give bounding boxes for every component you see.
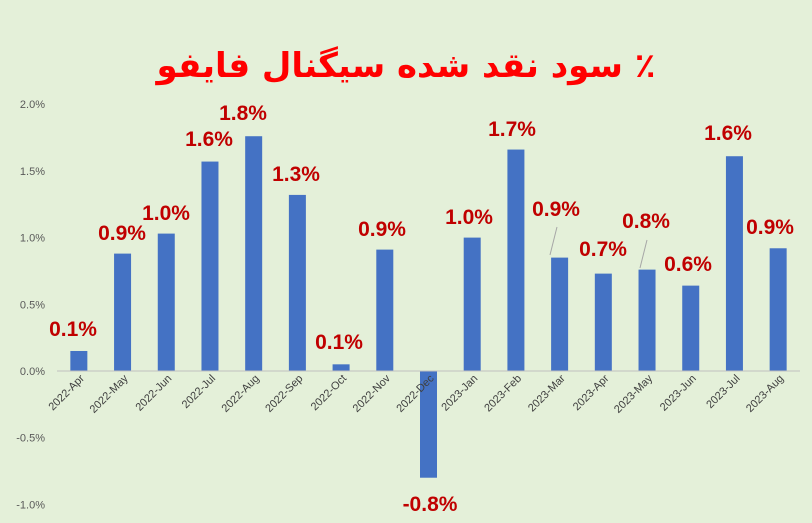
bar — [551, 257, 569, 371]
bar — [201, 161, 219, 371]
y-tick-label: -0.5% — [16, 433, 45, 445]
x-tick-label: 2023-Mar — [526, 372, 568, 414]
x-tick-label: 2022-Jun — [133, 373, 174, 414]
y-tick-label: 0.5% — [20, 299, 45, 311]
y-tick-label: -1.0% — [16, 499, 45, 511]
y-tick-label: 1.5% — [20, 166, 45, 178]
bars-group — [70, 136, 787, 478]
y-tick-label: 0.0% — [20, 366, 45, 378]
bar — [332, 364, 350, 371]
leader-line — [549, 226, 558, 256]
data-label: 0.1% — [49, 318, 97, 341]
data-label: 1.6% — [704, 122, 752, 145]
x-axis: 2022-Apr 2022-May 2022-Jun 2022-Jul 2022-Aug… — [46, 372, 786, 415]
x-tick-label: 2023-Jan — [439, 373, 480, 414]
data-label: 1.0% — [445, 206, 493, 229]
data-label: 1.7% — [488, 118, 536, 141]
bar — [70, 350, 88, 371]
data-labels-group: 0.1%0.9%1.0%1.6%1.8%1.3%0.1%0.9%-0.8%1.0… — [49, 102, 794, 516]
x-tick-label: 2023-Aug — [744, 373, 786, 415]
bar — [288, 194, 306, 371]
bar — [682, 285, 700, 371]
x-tick-label: 2023-Apr — [571, 372, 612, 413]
y-axis: -1.0% -0.5% 0.0% 0.5% 1.0% 1.5% 2.0% — [16, 99, 45, 511]
data-label: 0.9% — [532, 198, 580, 221]
bar — [725, 156, 743, 371]
data-label: 1.6% — [185, 128, 233, 151]
x-tick-label: 2022-Apr — [46, 372, 87, 413]
x-tick-label: 2022-Jul — [180, 373, 218, 411]
bar — [114, 253, 132, 371]
y-tick-label: 1.0% — [20, 233, 45, 245]
bar — [594, 273, 612, 371]
bar — [769, 248, 787, 371]
leader-lines — [549, 226, 648, 269]
leader-line — [639, 239, 648, 269]
x-tick-label: 2022-Sep — [263, 373, 305, 415]
data-label: 0.9% — [746, 216, 794, 239]
bar — [638, 269, 656, 371]
bar — [376, 249, 394, 371]
x-tick-label: 2022-Nov — [351, 372, 394, 415]
bar — [463, 237, 481, 371]
bar — [157, 233, 175, 371]
x-tick-label: 2022-May — [88, 372, 131, 415]
x-tick-label: 2023-Jul — [704, 373, 742, 411]
bar — [245, 136, 263, 371]
data-label: 0.6% — [664, 253, 712, 276]
x-tick-label: 2023-May — [612, 372, 655, 415]
data-label: 0.9% — [358, 218, 406, 241]
bar — [507, 149, 525, 371]
data-label: 1.0% — [142, 202, 190, 225]
x-tick-label: 2022-Oct — [309, 373, 349, 413]
bar — [420, 371, 437, 478]
data-label: 0.8% — [622, 210, 670, 233]
x-tick-label: 2022-Aug — [220, 373, 262, 415]
y-tick-label: 2.0% — [20, 99, 45, 111]
chart-title: ٪ سود نقد شده سیگنال فایفو — [155, 46, 656, 86]
data-label: 0.9% — [98, 222, 146, 245]
data-label: 1.3% — [272, 163, 320, 186]
data-label: 0.1% — [315, 331, 363, 354]
data-label: -0.8% — [403, 493, 458, 516]
data-label: 0.7% — [579, 238, 627, 261]
data-label: 1.8% — [219, 102, 267, 125]
x-tick-label: 2023-Jun — [658, 373, 699, 414]
x-tick-label: 2023-Feb — [482, 373, 524, 415]
